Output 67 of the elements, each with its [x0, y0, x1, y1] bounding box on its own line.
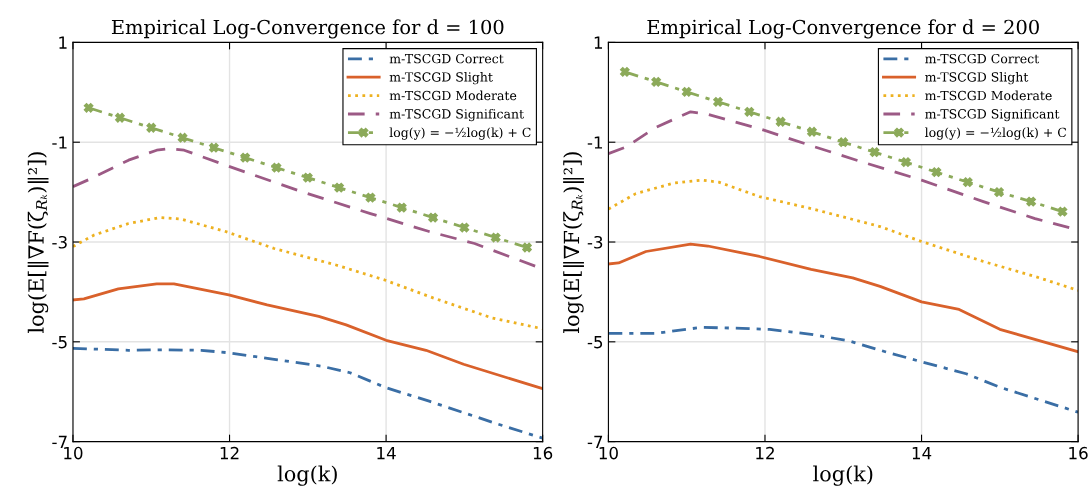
y-tick-label: -1 — [587, 136, 603, 149]
point — [365, 192, 376, 203]
point — [115, 112, 125, 123]
point — [931, 167, 942, 178]
point — [302, 172, 313, 183]
y-tick-label: -5 — [52, 336, 67, 349]
point — [271, 162, 282, 173]
point — [459, 222, 470, 233]
point — [869, 147, 880, 158]
point — [838, 137, 849, 148]
x-tick-label: 10 — [599, 446, 618, 460]
point — [177, 132, 188, 143]
legend-label: m-TSCGD Correct — [389, 53, 504, 64]
point — [962, 177, 973, 187]
line-series — [608, 242, 1079, 354]
legend-label: m-TSCGD Slight — [925, 72, 1029, 85]
point — [522, 242, 532, 253]
y-tick-label: -3 — [52, 235, 67, 249]
point — [901, 157, 911, 168]
point — [490, 232, 501, 243]
point — [209, 142, 219, 153]
legend-label: m-TSCGD Moderate — [389, 90, 517, 101]
legend-label: log(y) = −½log(k) + C — [389, 127, 531, 140]
y-tick-label: -7 — [587, 435, 603, 448]
y-tick-label: -1 — [52, 136, 67, 149]
legend-label: m-TSCGD Slight — [389, 72, 493, 85]
point — [619, 66, 630, 77]
point — [1026, 196, 1037, 207]
x-tick-label: 12 — [220, 446, 239, 460]
x-tick-label: 16 — [533, 446, 553, 460]
point — [428, 212, 438, 223]
point — [744, 106, 755, 117]
x-tick-label: 14 — [377, 446, 396, 460]
legend-label: m-TSCGD Significant — [925, 108, 1060, 122]
y-tick-label: -3 — [587, 235, 603, 249]
y-tick-label: 1 — [59, 36, 67, 49]
legend-label: m-TSCGD Moderate — [925, 90, 1052, 101]
x-tick-label: 14 — [912, 446, 932, 460]
point — [334, 182, 344, 193]
y-axis-title: log(E[‖∇F(ζ$_{Rₖ}$)‖²]) — [27, 152, 49, 333]
point — [146, 122, 157, 133]
x-tick-label: 10 — [64, 446, 83, 460]
point — [713, 96, 723, 107]
point — [681, 86, 692, 97]
x-tick-label: 16 — [1069, 446, 1088, 460]
x-tick-label: 12 — [756, 446, 774, 460]
chart-title: Empirical Log-Convergence for d = 200 — [647, 19, 1039, 39]
point — [651, 76, 662, 87]
legend-label: m-TSCGD Correct — [925, 53, 1040, 64]
point — [396, 202, 407, 213]
line-series — [608, 325, 1079, 414]
x-axis-title: log(k) — [277, 465, 337, 486]
legend-label: log(y) = −½log(k) + C — [925, 127, 1067, 140]
point — [994, 187, 1004, 197]
line-series — [72, 282, 543, 391]
legend-label: m-TSCGD Significant — [389, 108, 524, 122]
point — [83, 102, 94, 113]
point — [240, 152, 251, 163]
chart-title: Empirical Log-Convergence for d = 100 — [111, 19, 504, 39]
y-tick-label: -5 — [587, 336, 603, 349]
x-axis-title: log(k) — [813, 465, 873, 486]
point — [807, 126, 817, 137]
y-axis-title: log(E[‖∇F(ζ$_{Rₖ}$)‖²]) — [563, 152, 584, 333]
y-tick-label: 1 — [594, 36, 603, 49]
y-tick-label: -7 — [52, 435, 67, 448]
point — [775, 116, 786, 127]
point — [1057, 206, 1068, 217]
